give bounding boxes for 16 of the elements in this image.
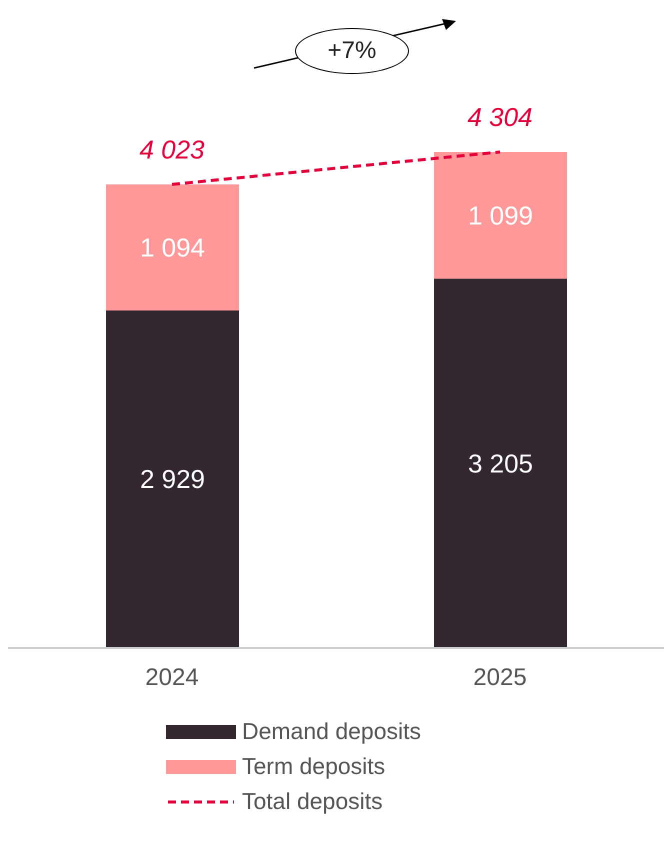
- data-label: 3 205: [468, 448, 534, 478]
- annotation: +7%: [295, 28, 409, 74]
- x-tick-label: 2025: [473, 664, 527, 692]
- data-label: 4 023: [139, 134, 206, 164]
- x-tick-label: 2024: [145, 664, 199, 692]
- legend-label: Total deposits: [242, 788, 383, 815]
- data-label: 1 094: [140, 232, 206, 262]
- bar: [106, 310, 239, 648]
- bar: [106, 184, 239, 310]
- bar: [434, 152, 567, 279]
- data-label: 1 099: [468, 200, 534, 230]
- bar: [434, 278, 567, 648]
- data-label: 4 304: [467, 102, 533, 132]
- data-label: 2 929: [140, 464, 206, 494]
- legend-label: Demand deposits: [242, 718, 421, 745]
- legend-label: Term deposits: [242, 753, 386, 780]
